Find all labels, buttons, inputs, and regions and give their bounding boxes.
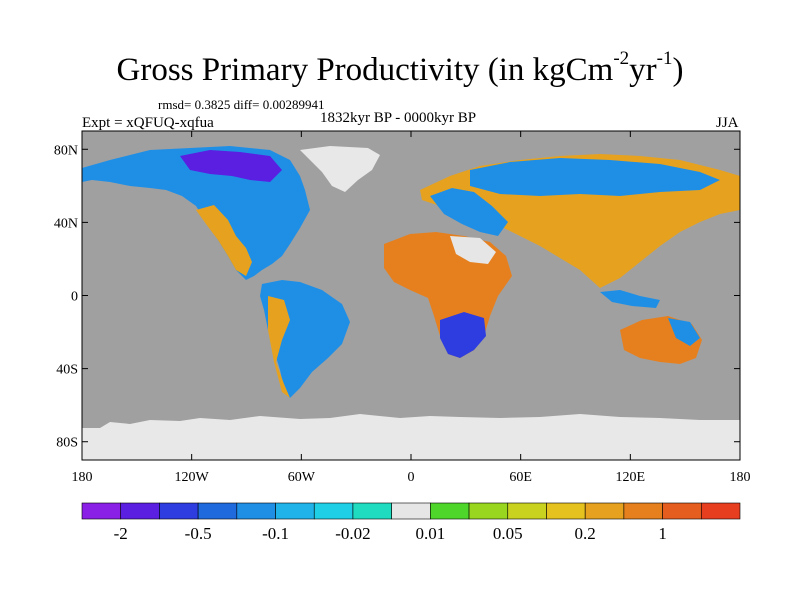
colorbar-swatch [352,502,392,520]
colorbar-swatch [623,502,663,520]
colorbar-swatch [275,502,315,520]
australia-east-negative [668,318,700,346]
y-tick-label: 40N [54,216,78,231]
experiment-label: Expt = xQFUQ-xqfua [82,115,214,131]
y-tick-label: 80N [54,143,78,158]
y-tick-label: 80S [56,436,78,451]
colorbar-label: 1 [658,524,667,543]
map-title: Gross Primary Productivity (in kgCm-2yr-… [116,48,684,88]
eurasia-north-negative [470,158,720,196]
colorbar-swatch [468,502,509,520]
x-tick-label: 180 [730,470,751,485]
colorbar: -2 -0.5 -0.1 -0.02 0.01 0.05 0.2 1 [81,502,741,543]
colorbar-swatch [159,502,199,520]
y-axis: 80N 40N 0 40S 80S [54,143,740,451]
greenland-ice [300,146,380,192]
africa-south-negative [440,312,486,358]
colorbar-swatch [120,502,160,520]
colorbar-swatch [700,502,741,520]
x-tick-label: 120E [616,470,646,485]
colorbar-label: 0.05 [493,524,523,543]
europe-negative [430,188,508,236]
colorbar-label: 0.2 [575,524,596,543]
x-tick-label: 120W [175,470,210,485]
north-america-south-positive [196,205,252,276]
period-label: 1832kyr BP - 0000kyr BP [320,110,477,126]
colorbar-label: -0.1 [262,524,289,543]
colorbar-swatch [197,502,238,520]
antarctica-ice [82,414,740,460]
map-area [82,131,740,460]
colorbar-swatch [236,502,276,520]
colorbar-swatch [81,502,122,520]
colorbar-swatch [584,502,625,520]
x-tick-label: 180 [72,470,93,485]
colorbar-swatch [546,502,586,520]
x-tick-label: 60E [509,470,532,485]
colorbar-label: -2 [114,524,128,543]
season-label: JJA [716,115,739,131]
south-america-positive [268,296,290,398]
colorbar-swatch [391,502,431,520]
x-tick-label: 60W [288,470,316,485]
colorbar-label: -0.5 [185,524,212,543]
canada-arctic-negative [180,150,282,182]
colorbar-swatch [430,502,470,520]
y-tick-label: 0 [71,290,78,305]
colorbar-swatch [313,502,354,520]
colorbar-label: 0.01 [415,524,445,543]
stats-label: rmsd= 0.3825 diff= 0.00289941 [158,97,325,112]
colorbar-label: -0.02 [335,524,370,543]
y-tick-label: 40S [56,363,78,378]
indonesia [600,290,660,308]
x-tick-label: 0 [408,470,415,485]
sahara-ice [450,236,496,264]
x-axis: 180 120W 60W 0 60E 120E 180 [72,131,751,485]
colorbar-swatch [662,502,702,520]
colorbar-swatch [507,502,547,520]
